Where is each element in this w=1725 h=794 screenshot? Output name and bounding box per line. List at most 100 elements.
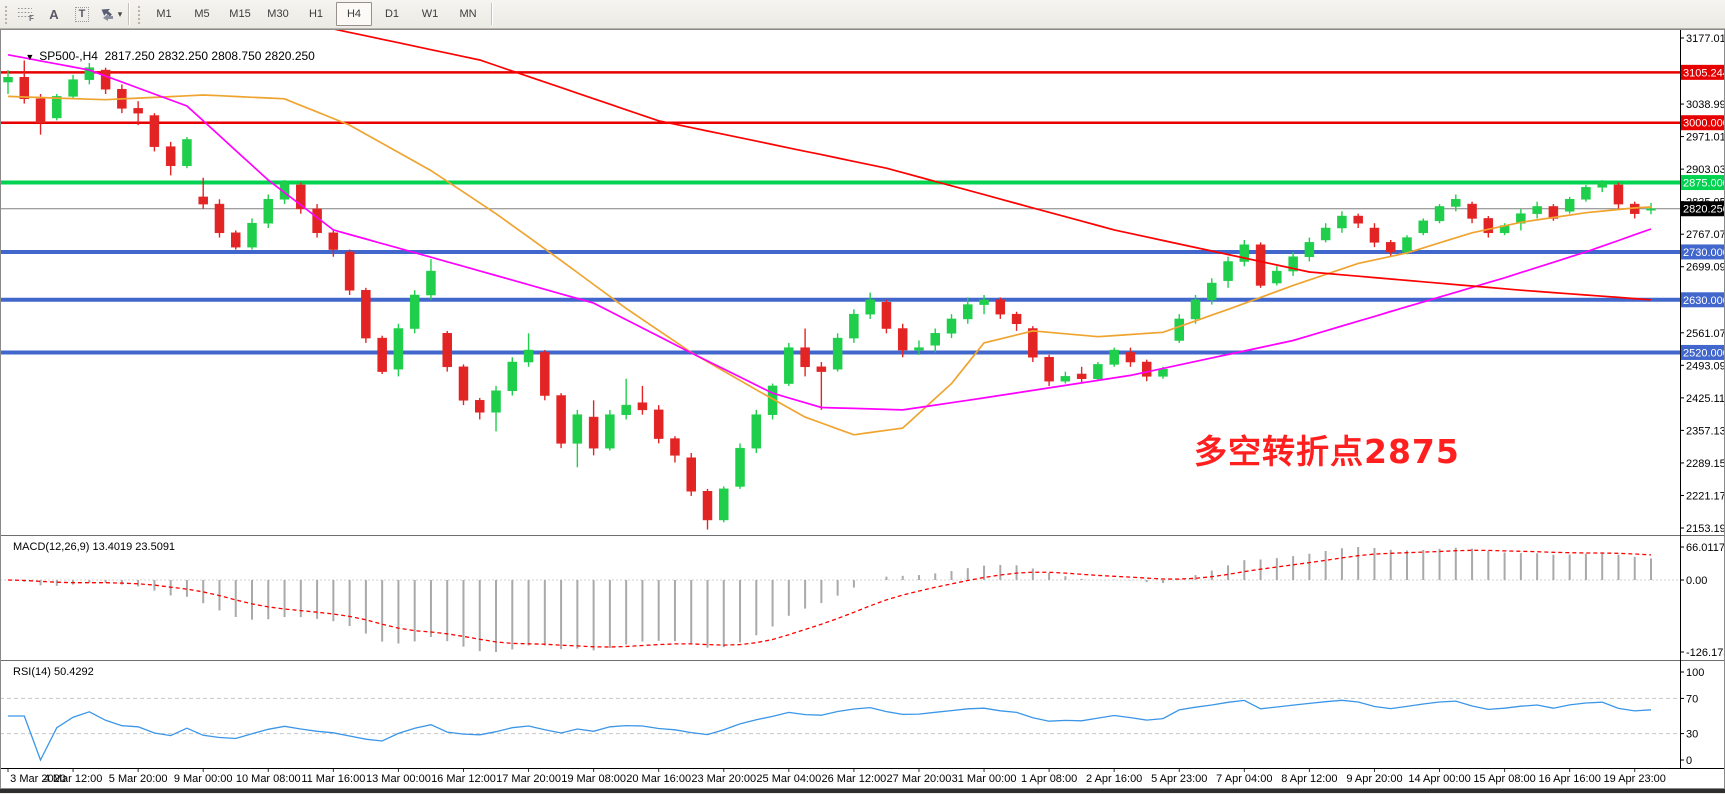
candle — [719, 488, 729, 521]
candle — [263, 199, 274, 224]
candle — [296, 184, 306, 210]
price-tick-label: 2289.150 — [1686, 458, 1725, 470]
candle — [686, 457, 696, 492]
timeframe-button-M1[interactable]: M1 — [156, 8, 172, 20]
candle — [1369, 227, 1380, 243]
price-badge-2520.000 — [1681, 344, 1724, 360]
candle — [1076, 373, 1087, 380]
timeframe-button-M15[interactable]: M15 — [229, 8, 251, 20]
candle — [702, 490, 713, 521]
fast-ma-line — [7, 94, 1652, 436]
price-badge-2730.000 — [1681, 244, 1724, 260]
chart-annotation-text[interactable]: 多空转折点2875 — [1194, 432, 1460, 471]
moving-averages — [7, 28, 1652, 436]
timeframe-button-W1[interactable]: W1 — [421, 8, 439, 20]
price-tick-label: 2561.070 — [1686, 328, 1725, 340]
macd-signal-line — [7, 549, 1652, 648]
rsi-axis-label: 30 — [1686, 729, 1698, 741]
time-axis-label: 13 Mar 00:00 — [366, 773, 431, 785]
text-label-tool-icon[interactable]: A — [41, 3, 67, 25]
price-tick-label: 3038.990 — [1686, 99, 1725, 111]
price-badge-3105.244 — [1681, 64, 1724, 80]
fibonacci-retracement-icon[interactable]: F — [13, 3, 39, 25]
candle — [1093, 364, 1103, 380]
time-axis-label: 23 Mar 20:00 — [691, 773, 756, 785]
candle — [133, 108, 143, 114]
candle — [19, 76, 30, 100]
toolbar-grip[interactable] — [136, 4, 142, 24]
arrow-objects-tool-icon[interactable]: ▾ — [97, 3, 123, 25]
candle — [100, 69, 111, 90]
candle — [35, 98, 46, 123]
candle — [377, 337, 387, 372]
price-badge-2875.000 — [1681, 175, 1724, 191]
time-axis-label: 4 Mar 12:00 — [44, 773, 103, 785]
indicator-axis: 66.0117 0.00 -126.173 100 70 30 0 — [1680, 542, 1725, 767]
bottom-tab-strip-edge — [0, 789, 1725, 793]
timeframe-button-D1[interactable]: D1 — [384, 8, 400, 20]
price-badge-label: 3000.000 — [1683, 118, 1725, 130]
candle — [523, 349, 534, 363]
candle — [914, 347, 924, 351]
candle — [1174, 318, 1184, 341]
fibo-f-glyph: F — [29, 14, 34, 22]
text-box-tool-icon[interactable]: T — [69, 3, 95, 25]
candle — [572, 414, 583, 444]
candle — [458, 366, 469, 401]
time-axis-label: 1 Apr 08:00 — [1021, 773, 1077, 785]
candle — [832, 337, 843, 370]
macd-axis-label: 66.0117 — [1686, 542, 1725, 554]
toolbar-separator — [128, 3, 129, 25]
time-axis-label: 14 Apr 00:00 — [1408, 773, 1470, 785]
candle — [979, 299, 989, 305]
candle — [344, 251, 355, 291]
candle — [1483, 218, 1494, 234]
chart-window: 3177.0103038.9902971.0102903.0302835.050… — [0, 28, 1725, 789]
candle — [556, 395, 566, 444]
chart-canvas[interactable]: 3177.0103038.9902971.0102903.0302835.050… — [0, 28, 1725, 789]
candle — [670, 438, 680, 456]
price-badge-label: 2820.250 — [1683, 204, 1725, 216]
macd-axis-label: -126.173 — [1686, 647, 1725, 659]
toolbar-grip[interactable] — [3, 4, 9, 24]
price-tick-label: 2221.170 — [1686, 490, 1725, 502]
time-axis-label: 3 Mar 2020 — [10, 773, 66, 785]
candle — [751, 414, 762, 449]
rsi-pane — [0, 697, 1680, 762]
time-axis-label: 8 Apr 12:00 — [1281, 773, 1337, 785]
timeframe-button-M30[interactable]: M30 — [267, 8, 289, 20]
candle — [1613, 184, 1624, 205]
candle — [897, 328, 908, 351]
objects-dropdown-caret[interactable]: ▾ — [117, 8, 123, 19]
candle — [1239, 244, 1250, 262]
candle — [491, 390, 501, 413]
candle — [849, 313, 859, 339]
candle — [1109, 349, 1119, 365]
candle — [1564, 199, 1575, 212]
candle — [165, 146, 176, 167]
candle — [1207, 282, 1217, 301]
price-tick-label: 2767.070 — [1686, 229, 1725, 241]
rsi-axis-label: 100 — [1686, 667, 1704, 679]
candle — [995, 299, 1006, 315]
candle — [1288, 256, 1298, 272]
timeframe-button-H1[interactable]: H1 — [308, 8, 324, 20]
candle — [1320, 227, 1331, 241]
candle — [1141, 361, 1152, 377]
mid-ma-line — [7, 53, 1652, 411]
price-tick-label: 2357.130 — [1686, 425, 1725, 437]
timeframe-button-MN[interactable]: MN — [459, 8, 477, 20]
timeframe-button-H4[interactable]: H4 — [336, 2, 372, 26]
candle — [361, 289, 371, 339]
candle — [1451, 199, 1461, 207]
candle — [1581, 187, 1591, 200]
time-axis-label: 19 Mar 08:00 — [561, 773, 626, 785]
price-tick-label: 2153.190 — [1686, 523, 1725, 535]
timeframe-button-M5[interactable]: M5 — [194, 8, 210, 20]
price-badge-label: 2730.000 — [1683, 247, 1725, 259]
candle — [442, 333, 452, 368]
candle — [409, 294, 420, 329]
candle — [946, 318, 957, 334]
price-tick-label: 2971.010 — [1686, 132, 1725, 144]
